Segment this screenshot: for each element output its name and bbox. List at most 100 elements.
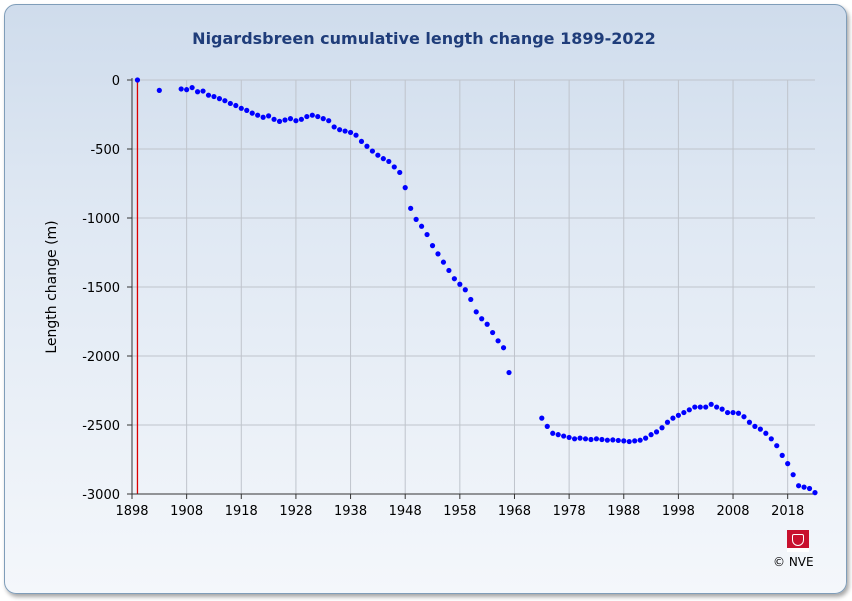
data-point bbox=[621, 438, 627, 444]
data-point bbox=[271, 116, 277, 122]
x-tick-label: 1968 bbox=[498, 504, 531, 519]
data-point bbox=[375, 152, 381, 158]
data-point bbox=[266, 113, 272, 119]
data-point bbox=[555, 432, 561, 438]
data-point bbox=[714, 404, 720, 410]
data-point bbox=[369, 148, 376, 154]
data-point bbox=[358, 138, 365, 145]
data-point bbox=[708, 401, 714, 407]
data-point bbox=[238, 105, 244, 111]
data-point bbox=[315, 113, 321, 120]
data-point bbox=[413, 216, 419, 222]
data-point bbox=[653, 429, 660, 435]
data-point bbox=[255, 112, 261, 118]
data-point bbox=[380, 156, 386, 162]
x-tick-label: 2018 bbox=[771, 504, 804, 519]
data-point bbox=[577, 435, 583, 441]
x-tick-label: 1898 bbox=[115, 504, 148, 519]
y-tick-label: -3000 bbox=[82, 488, 120, 503]
y-tick-label: -500 bbox=[90, 143, 120, 158]
data-point bbox=[304, 113, 310, 120]
lion-shield-icon bbox=[792, 534, 804, 546]
data-point bbox=[681, 409, 687, 416]
x-tick-label: 1998 bbox=[662, 504, 695, 519]
data-point bbox=[479, 316, 485, 322]
data-point bbox=[495, 338, 501, 344]
data-point bbox=[178, 86, 184, 92]
data-points bbox=[134, 77, 818, 496]
data-point bbox=[582, 436, 589, 442]
x-tick-label: 1928 bbox=[279, 504, 312, 519]
data-point bbox=[550, 430, 556, 436]
data-point bbox=[337, 127, 343, 133]
data-point bbox=[194, 89, 201, 95]
data-point bbox=[768, 436, 774, 442]
data-point bbox=[293, 118, 299, 124]
data-point bbox=[216, 96, 223, 102]
data-point bbox=[331, 124, 337, 130]
data-point bbox=[424, 231, 430, 238]
data-point bbox=[703, 404, 709, 410]
y-axis-label: Length change (m) bbox=[44, 220, 60, 353]
data-point bbox=[790, 472, 796, 478]
data-point bbox=[222, 98, 228, 104]
data-point bbox=[408, 205, 414, 211]
data-point bbox=[451, 276, 457, 282]
data-point bbox=[440, 259, 447, 265]
data-point bbox=[615, 437, 621, 444]
data-point bbox=[200, 88, 206, 94]
data-point bbox=[692, 404, 698, 410]
data-point bbox=[309, 112, 315, 118]
data-point bbox=[796, 483, 802, 489]
chart-title: Nigardsbreen cumulative length change 18… bbox=[192, 29, 656, 48]
nve-logo bbox=[787, 530, 809, 552]
data-point bbox=[429, 243, 436, 249]
data-point bbox=[752, 423, 758, 429]
data-point bbox=[473, 309, 479, 315]
ticks: 1898 1908 1918 1928 1938 1948 1958 1968 1978 1988… bbox=[82, 74, 804, 519]
data-point bbox=[490, 329, 496, 336]
data-point bbox=[659, 425, 665, 431]
data-point bbox=[774, 443, 780, 449]
data-point bbox=[730, 409, 736, 416]
data-point bbox=[326, 118, 332, 124]
data-point bbox=[233, 102, 239, 109]
data-point bbox=[604, 437, 610, 443]
data-point bbox=[506, 369, 512, 376]
y-tick-label: 0 bbox=[112, 74, 120, 89]
data-point bbox=[156, 87, 162, 93]
data-point bbox=[298, 116, 304, 122]
data-point bbox=[632, 438, 638, 444]
data-point bbox=[626, 438, 632, 445]
data-point bbox=[539, 415, 545, 421]
x-tick-label: 2008 bbox=[716, 504, 749, 519]
grid bbox=[131, 79, 815, 495]
data-point bbox=[571, 436, 578, 442]
data-point bbox=[812, 490, 818, 496]
data-point bbox=[664, 419, 671, 425]
data-point bbox=[675, 412, 682, 418]
data-point bbox=[724, 409, 731, 416]
data-point bbox=[457, 281, 463, 287]
y-tick-label: -2000 bbox=[82, 350, 120, 365]
x-tick-label: 1978 bbox=[553, 504, 586, 519]
data-point bbox=[806, 485, 813, 492]
data-point bbox=[670, 415, 676, 421]
data-point bbox=[648, 432, 654, 438]
x-tick-label: 1988 bbox=[607, 504, 640, 519]
data-point bbox=[364, 143, 370, 149]
data-point bbox=[402, 185, 408, 191]
data-point bbox=[287, 116, 294, 122]
y-tick-label: -1500 bbox=[82, 281, 120, 296]
data-point bbox=[205, 92, 212, 98]
data-point bbox=[637, 437, 643, 443]
y-tick-label: -1000 bbox=[82, 212, 120, 227]
data-point bbox=[282, 117, 288, 123]
data-point bbox=[588, 436, 594, 443]
data-point bbox=[599, 436, 605, 443]
data-point bbox=[566, 434, 572, 441]
data-point bbox=[763, 430, 769, 436]
data-point bbox=[249, 110, 255, 116]
data-point bbox=[719, 406, 725, 412]
